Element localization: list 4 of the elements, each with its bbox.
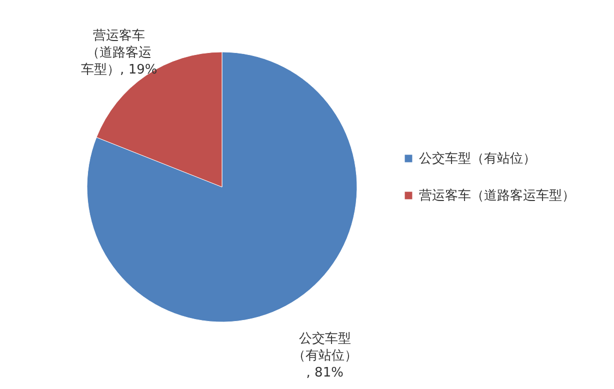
legend-label: 营运客车（道路客运车型） [419,188,575,204]
data-label: 营运客车（道路客运车型）, 19% [81,28,158,78]
data-label: 公交车型（有站位）, 81% [292,330,358,380]
legend-label: 公交车型（有站位） [419,150,536,166]
